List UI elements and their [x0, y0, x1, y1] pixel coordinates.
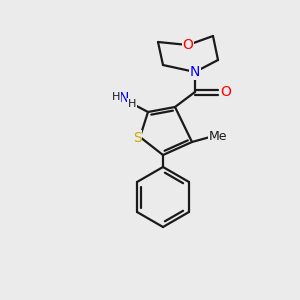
- Text: N: N: [119, 91, 129, 105]
- Text: S: S: [133, 131, 141, 145]
- Text: H: H: [128, 99, 136, 109]
- Text: Me: Me: [209, 130, 227, 143]
- Text: N: N: [190, 65, 200, 79]
- Text: O: O: [220, 85, 231, 99]
- Text: H: H: [112, 92, 120, 102]
- Text: O: O: [183, 38, 194, 52]
